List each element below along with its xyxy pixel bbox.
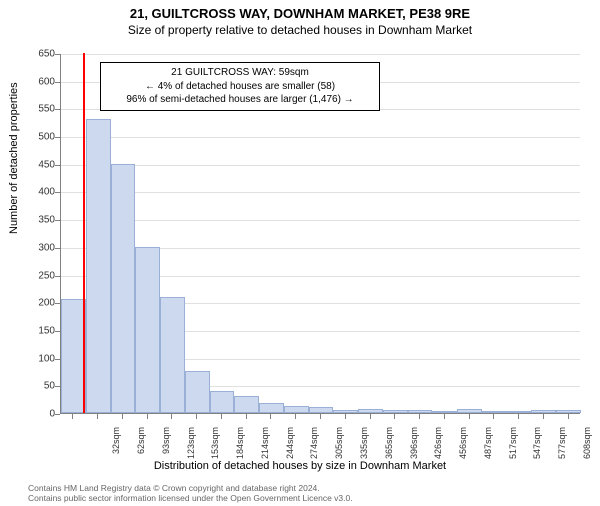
bar	[556, 410, 581, 413]
footer-line-2: Contains public sector information licen…	[28, 493, 353, 504]
xtick-mark	[320, 414, 321, 419]
xtick-mark	[246, 414, 247, 419]
grid-line	[61, 165, 580, 166]
xtick-mark	[270, 414, 271, 419]
ytick-label: 600	[15, 76, 55, 87]
annotation-line-2: ← 4% of detached houses are smaller (58)	[107, 80, 373, 94]
ytick-mark	[55, 82, 60, 83]
ytick-label: 400	[15, 187, 55, 198]
bar	[210, 391, 235, 413]
bar	[259, 403, 284, 413]
xtick-mark	[345, 414, 346, 419]
footer-line-1: Contains HM Land Registry data © Crown c…	[28, 483, 353, 494]
ytick-mark	[55, 220, 60, 221]
bar	[482, 411, 507, 413]
xtick-mark	[97, 414, 98, 419]
ytick-label: 0	[15, 409, 55, 420]
ytick-label: 350	[15, 215, 55, 226]
xtick-mark	[394, 414, 395, 419]
grid-line	[61, 54, 580, 55]
xtick-mark	[221, 414, 222, 419]
ytick-mark	[55, 414, 60, 415]
grid-line	[61, 220, 580, 221]
ytick-mark	[55, 192, 60, 193]
annotation-line-1: 21 GUILTCROSS WAY: 59sqm	[107, 66, 373, 80]
ytick-label: 450	[15, 159, 55, 170]
xtick-mark	[543, 414, 544, 419]
bar	[160, 297, 185, 413]
bar	[531, 410, 556, 413]
reference-line	[83, 53, 85, 413]
xtick-mark	[568, 414, 569, 419]
annotation-line-3: 96% of semi-detached houses are larger (…	[107, 93, 373, 107]
grid-line	[61, 137, 580, 138]
ytick-mark	[55, 303, 60, 304]
ytick-mark	[55, 54, 60, 55]
bar	[309, 407, 334, 413]
ytick-mark	[55, 276, 60, 277]
bar	[185, 371, 210, 413]
bar	[333, 410, 358, 413]
ytick-mark	[55, 386, 60, 387]
xtick-mark	[370, 414, 371, 419]
chart-area: 21 GUILTCROSS WAY: 59sqm ← 4% of detache…	[60, 54, 580, 414]
xtick-mark	[147, 414, 148, 419]
ytick-mark	[55, 165, 60, 166]
ytick-label: 50	[15, 381, 55, 392]
ytick-mark	[55, 359, 60, 360]
bar	[234, 396, 259, 413]
bar	[507, 411, 532, 413]
bar	[383, 410, 408, 413]
bar	[284, 406, 309, 413]
xtick-mark	[444, 414, 445, 419]
bar	[86, 119, 111, 413]
ytick-label: 250	[15, 270, 55, 281]
xtick-mark	[469, 414, 470, 419]
ytick-mark	[55, 137, 60, 138]
grid-line	[61, 192, 580, 193]
ytick-label: 550	[15, 104, 55, 115]
ytick-label: 100	[15, 353, 55, 364]
bar	[61, 299, 86, 413]
footer: Contains HM Land Registry data © Crown c…	[28, 483, 353, 504]
bar	[408, 410, 433, 413]
xtick-mark	[171, 414, 172, 419]
xtick-mark	[122, 414, 123, 419]
xtick-mark	[295, 414, 296, 419]
xtick-mark	[419, 414, 420, 419]
bar	[457, 409, 482, 413]
page-title: 21, GUILTCROSS WAY, DOWNHAM MARKET, PE38…	[0, 6, 600, 21]
xtick-mark	[72, 414, 73, 419]
ytick-mark	[55, 248, 60, 249]
xtick-mark	[518, 414, 519, 419]
ytick-label: 200	[15, 298, 55, 309]
xtick-mark	[196, 414, 197, 419]
ytick-label: 150	[15, 325, 55, 336]
page-subtitle: Size of property relative to detached ho…	[0, 23, 600, 37]
bar	[135, 247, 160, 413]
bar	[111, 164, 136, 413]
ytick-label: 650	[15, 49, 55, 60]
ytick-label: 300	[15, 242, 55, 253]
bar	[358, 409, 383, 413]
ytick-mark	[55, 331, 60, 332]
ytick-label: 500	[15, 132, 55, 143]
x-axis-label: Distribution of detached houses by size …	[0, 460, 600, 472]
ytick-mark	[55, 109, 60, 110]
bar	[432, 411, 457, 413]
xtick-mark	[493, 414, 494, 419]
annotation-box: 21 GUILTCROSS WAY: 59sqm ← 4% of detache…	[100, 62, 380, 111]
